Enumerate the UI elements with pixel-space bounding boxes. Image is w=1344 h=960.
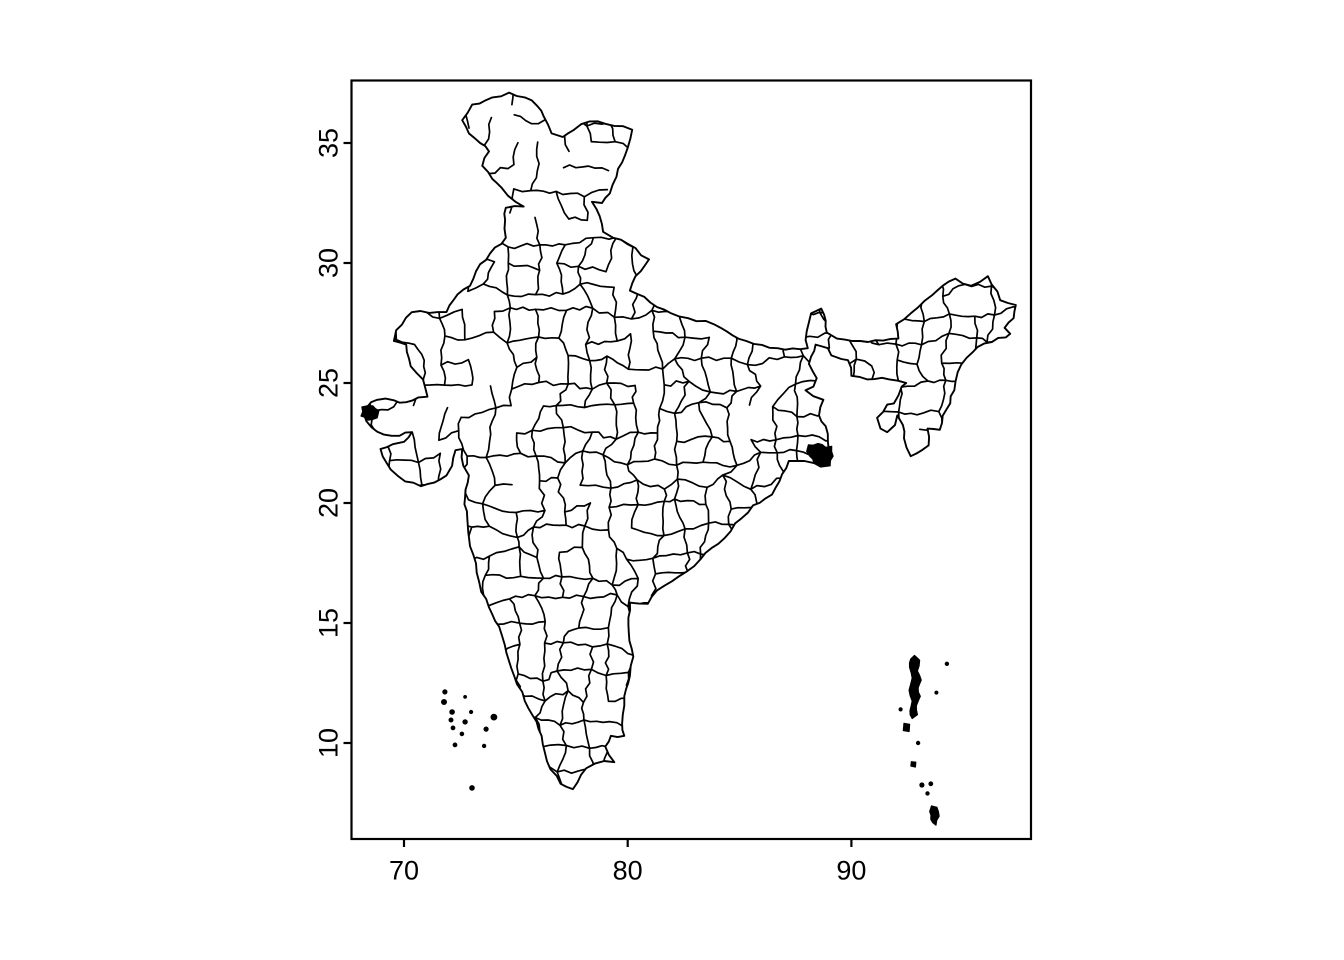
island-dot [449, 709, 455, 715]
island-shape [929, 805, 940, 826]
islands-group [441, 654, 950, 826]
island-shape [908, 654, 922, 720]
island-dot [915, 740, 921, 746]
dense-coast-areas [360, 405, 834, 468]
island-shape [910, 761, 917, 768]
island-dot [450, 725, 456, 731]
y-tick-label: 25 [313, 367, 344, 399]
island-dot [934, 690, 939, 695]
island-dot [483, 726, 489, 732]
island-dot [490, 713, 498, 721]
island-dot [919, 782, 925, 788]
x-tick-label: 90 [836, 855, 867, 886]
island-dot [925, 791, 930, 796]
island-shape [902, 722, 911, 733]
y-tick-label: 35 [313, 127, 344, 159]
district-mesh-lines [363, 92, 1016, 790]
y-tick-label: 30 [313, 247, 344, 279]
island-dot [452, 742, 458, 748]
island-dot [469, 785, 475, 791]
island-dot [463, 695, 468, 699]
island-dot [928, 781, 934, 787]
x-tick-label: 70 [388, 855, 420, 886]
island-dot [462, 719, 468, 725]
axis-ticks [343, 141, 853, 847]
island-dot [944, 661, 950, 667]
india-outline [362, 91, 1017, 791]
x-tick-label: 80 [612, 855, 643, 886]
y-tick-label: 20 [313, 487, 344, 519]
y-tick-label: 10 [313, 727, 344, 759]
y-tick-label: 15 [313, 607, 344, 639]
filled-area [360, 405, 380, 421]
filled-area [806, 442, 834, 468]
island-dot [448, 717, 454, 723]
plot-border [350, 79, 1033, 841]
island-dot [481, 743, 487, 749]
island-dot [441, 698, 448, 705]
island-dot [469, 709, 474, 715]
district-boundaries [363, 92, 1016, 790]
island-dot [898, 707, 903, 712]
island-dot [442, 689, 448, 695]
island-dot [459, 731, 465, 737]
